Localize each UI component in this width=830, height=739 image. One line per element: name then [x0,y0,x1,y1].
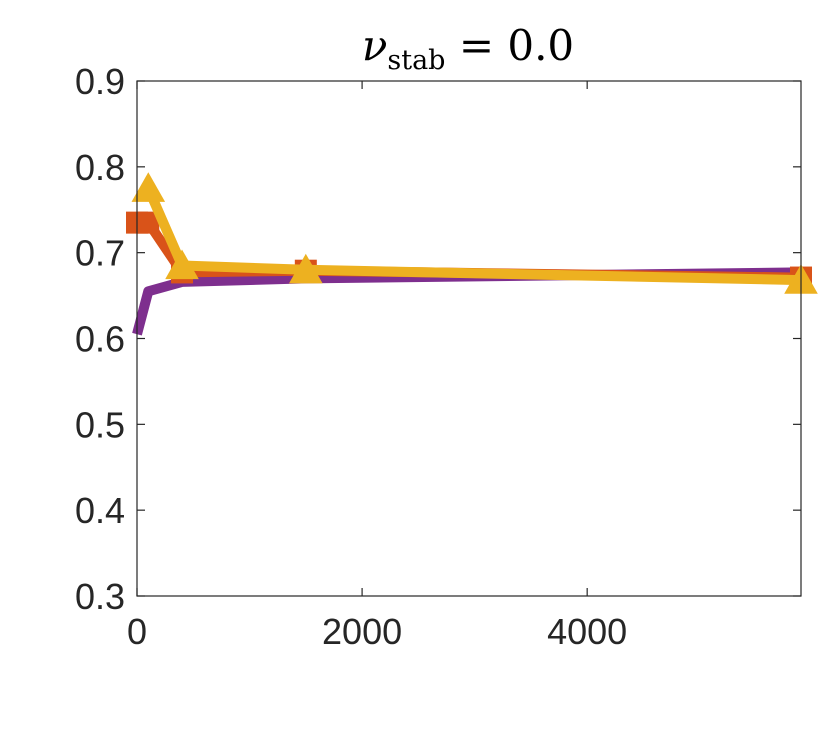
y-tick-label: 0.7 [75,233,125,274]
svg-text:νstab = 0.0: νstab = 0.0 [362,21,574,76]
y-tick-label: 0.8 [75,147,125,188]
plot-background [137,81,801,596]
x-tick-label: 4000 [547,611,627,652]
series-3 [131,172,818,294]
y-tick-label: 0.6 [75,319,125,360]
series-2-marker [137,211,160,234]
series-3-line [143,186,802,286]
x-tick-label: 0 [127,611,147,652]
axes-layer: 0 2000 4000 0.3 0.4 0.5 0.6 0.7 0.8 0.9 [75,61,802,652]
y-tick-label: 0.5 [75,404,125,445]
chart-title: νstab = 0.0 [362,21,574,76]
title-rest: = 0.0 [445,21,574,70]
plot-area [137,81,801,596]
series-3-marker [131,172,166,202]
y-tick-label: 0.3 [75,576,125,617]
series-layer [126,172,818,336]
series-3-marker [289,253,323,284]
x-tick-label: 2000 [322,611,402,652]
series-3-marker [165,249,199,280]
y-tick-label: 0.4 [75,490,125,531]
title-subscript: stab [387,45,445,76]
title-symbol: ν [362,21,388,70]
y-tick-label: 0.9 [75,61,125,102]
